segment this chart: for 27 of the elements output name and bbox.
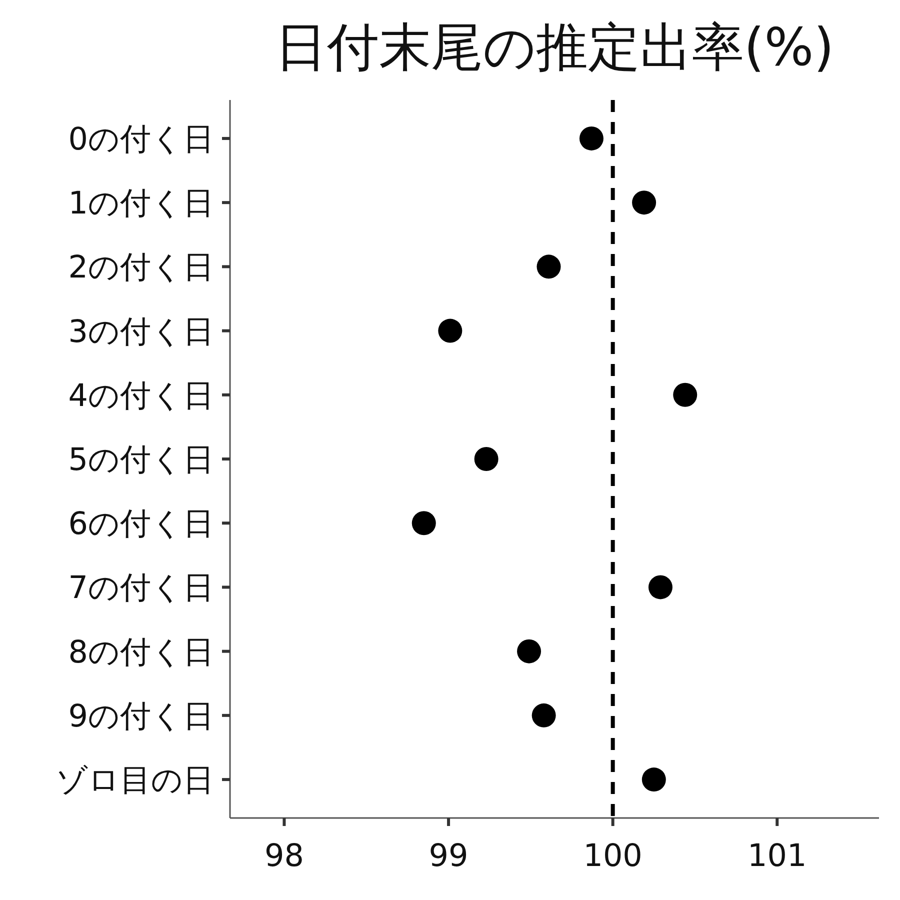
y-tick-label: 5の付く日	[68, 442, 214, 478]
point	[648, 575, 672, 600]
x-tick-label: 100	[583, 838, 642, 874]
y-tick-label: 9の付く日	[68, 698, 214, 734]
point	[517, 639, 542, 664]
y-tick-label: 2の付く日	[68, 250, 214, 286]
y-tick-label: 6の付く日	[68, 506, 214, 542]
y-tick-label: ゾロ目の日	[56, 762, 214, 799]
point	[632, 190, 656, 215]
y-tick-label: 7の付く日	[68, 570, 214, 606]
point	[438, 318, 462, 343]
x-tick-label: 99	[428, 838, 468, 874]
point	[412, 511, 436, 536]
point	[532, 703, 556, 728]
point	[642, 768, 666, 792]
y-tick-label: 8の付く日	[68, 634, 214, 670]
y-tick-label: 1の付く日	[68, 186, 214, 222]
y-tick-label: 3の付く日	[68, 314, 214, 350]
point	[673, 382, 698, 407]
point	[579, 126, 604, 150]
point	[474, 447, 498, 471]
point	[536, 254, 561, 279]
x-tick-label: 98	[264, 838, 304, 874]
x-tick-label: 101	[748, 838, 807, 874]
chart-title: 日付末尾の推定出率(%)	[275, 18, 834, 78]
y-tick-label: 0の付く日	[68, 121, 214, 158]
y-tick-label: 4の付く日	[68, 378, 214, 414]
